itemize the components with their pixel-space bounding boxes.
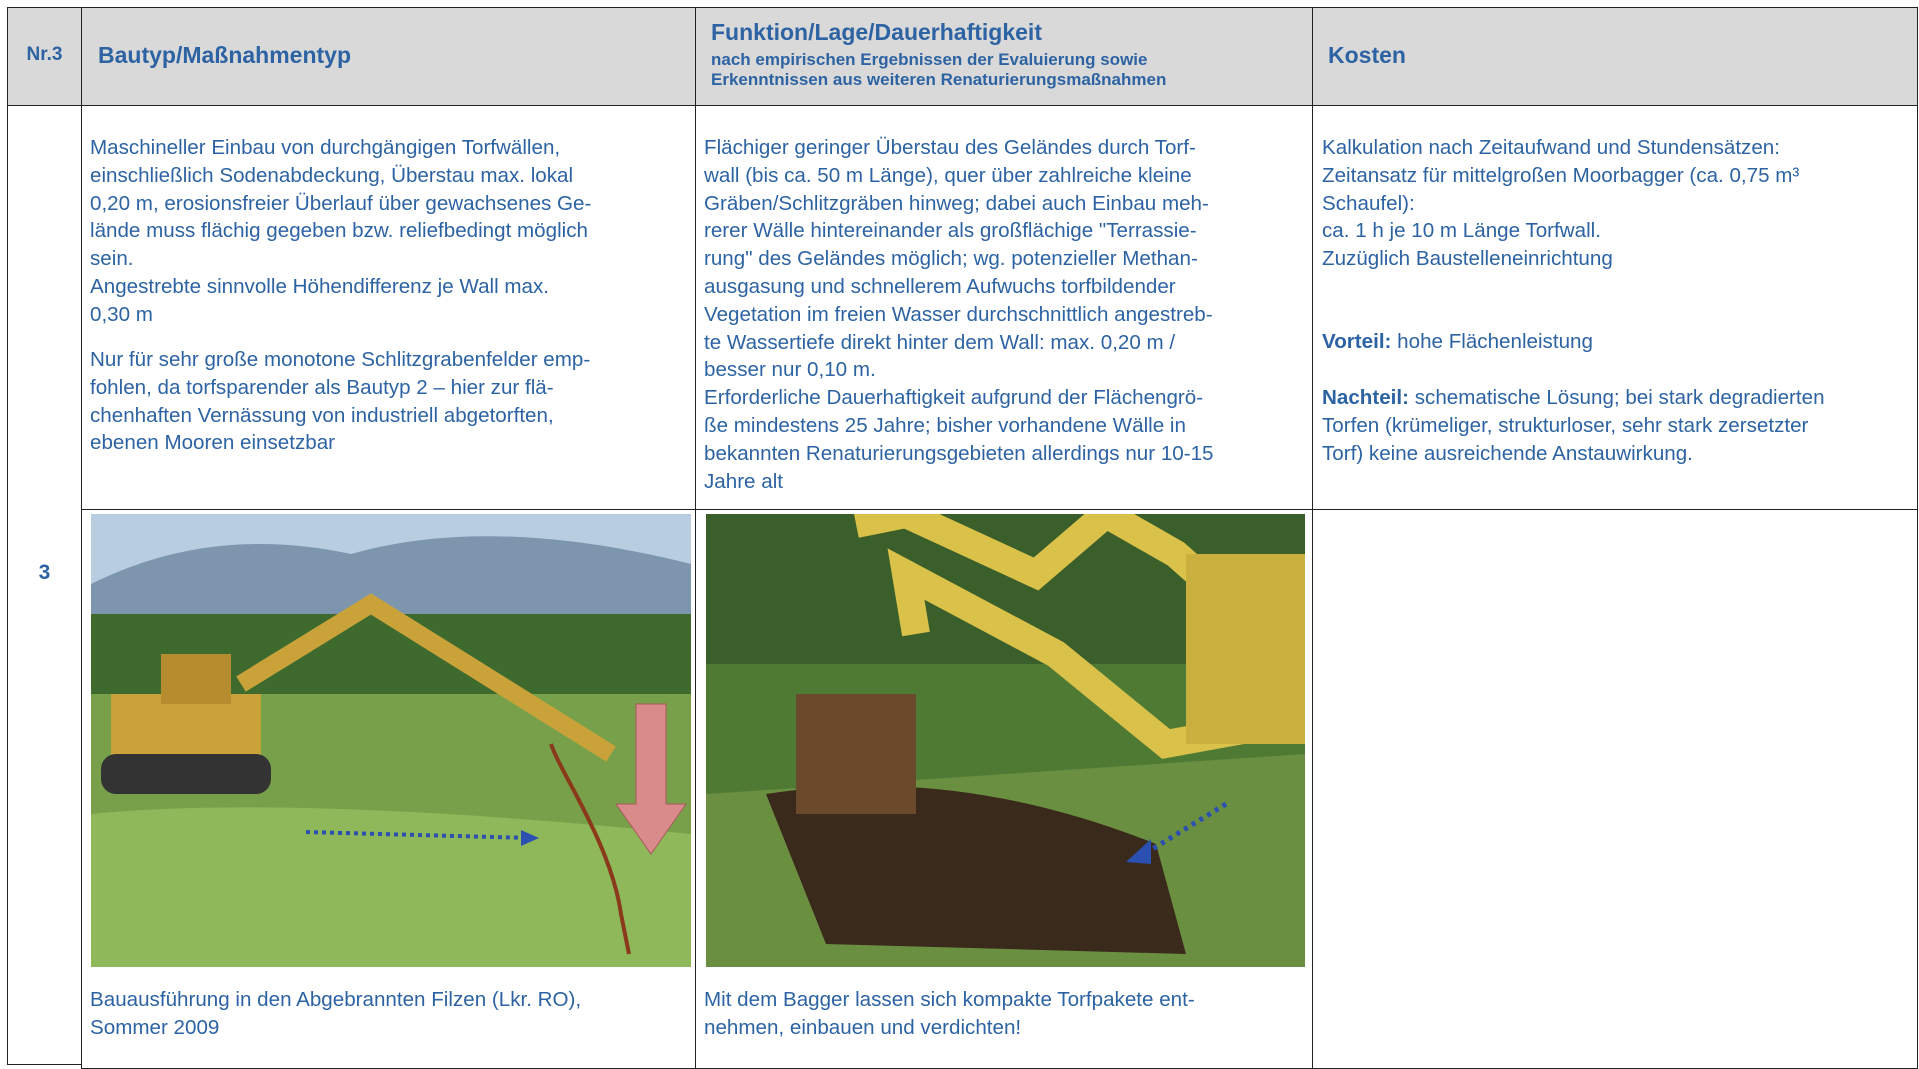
text-line: Angestrebte sinnvolle Höhendifferenz je …	[90, 275, 550, 298]
text-line: Vorteil: hohe Flächenleistung	[1322, 328, 1593, 356]
text-line: Jahre alt	[704, 469, 783, 493]
label: Nachteil:	[1322, 386, 1409, 409]
header-kosten: Kosten	[1328, 42, 1406, 68]
text-line: ausgasung und schnellerem Aufwuchs torfb…	[704, 275, 1176, 298]
text-line: wall (bis ca. 50 m Länge), quer über zah…	[704, 163, 1192, 187]
text-line: ca. 1 h je 10 m Länge Torfwall.	[1322, 219, 1601, 243]
text-line: ße mindestens 25 Jahre; bisher vorhanden…	[704, 414, 1186, 437]
text-line: lände muss flächig gegeben bzw. reliefbe…	[90, 219, 588, 243]
header-funktion: Funktion/Lage/Dauerhaftigkeit	[711, 19, 1042, 45]
header-nr: Nr.3	[26, 44, 63, 65]
text-line: Bauausführung in den Abgebrannten Filzen…	[90, 988, 582, 1011]
text-line: Zeitansatz für mittelgroßen Moorbagger (…	[1322, 163, 1800, 187]
label: Vorteil:	[1322, 330, 1392, 353]
text-line: Gräben/Schlitzgräben hinweg; dabei auch …	[704, 191, 1209, 215]
text-line: ebenen Mooren einsetzbar	[90, 431, 336, 455]
photo-excavator-bucket	[706, 514, 1305, 967]
header-row	[7, 7, 1918, 106]
text-line: einschließlich Sodenabdeckung, Überstau …	[90, 163, 574, 187]
text-line: rung" des Geländes möglich; wg. potenzie…	[704, 247, 1198, 271]
text-line: 0,20 m, erosionsfreier Überlauf über gew…	[90, 191, 592, 215]
text-line: Vegetation im freien Wasser durchschnitt…	[704, 302, 1213, 326]
text-line: chenhaften Vernässung von industriell ab…	[90, 403, 554, 427]
text: hohe Flächenleistung	[1397, 330, 1593, 353]
text-line: sein.	[90, 247, 134, 271]
text-line: Erforderliche Dauerhaftigkeit aufgrund d…	[704, 386, 1204, 410]
text-line: Torfen (krümeliger, strukturloser, sehr …	[1322, 413, 1809, 437]
text-line: fohlen, da torfsparender als Bautyp 2 – …	[90, 375, 554, 399]
text-line: Maschineller Einbau von durchgängigen To…	[90, 136, 561, 159]
cell	[1312, 509, 1918, 1069]
header-bautyp: Bautyp/Maßnahmentyp	[98, 42, 352, 68]
text-line: 0,30 m	[90, 302, 153, 326]
text-line: Flächiger geringer Überstau des Geländes…	[704, 136, 1196, 159]
text-line: te Wassertiefe direkt hinter dem Wall: m…	[704, 330, 1176, 354]
text-line: Sommer 2009	[90, 1015, 220, 1039]
text-line: bekannten Renaturierungsgebieten allerdi…	[704, 441, 1214, 465]
text-line: besser nur 0,10 m.	[704, 358, 876, 382]
text-line: Torf) keine ausreichende Anstauwirkung.	[1322, 441, 1693, 465]
text-line: Mit dem Bagger lassen sich kompakte Torf…	[704, 988, 1195, 1011]
text-line: Nur für sehr große monotone Schlitzgrabe…	[90, 348, 591, 371]
header-subtitle: Erkenntnissen aus weiteren Renaturierung…	[711, 70, 1167, 89]
photo-excavator-site	[91, 514, 691, 967]
text-line: rerer Wälle hintereinander als großfläch…	[704, 219, 1197, 243]
text-line: Schaufel):	[1322, 191, 1415, 215]
nr-cell	[7, 105, 82, 1065]
text-line: Zuzüglich Baustelleneinrichtung	[1322, 247, 1613, 271]
text-line: Kalkulation nach Zeitaufwand und Stunden…	[1322, 136, 1780, 159]
row-number: 3	[38, 561, 51, 584]
text-line: Nachteil: schematische Lösung; bei stark…	[1322, 384, 1825, 412]
header-subtitle: nach empirischen Ergebnissen der Evaluie…	[711, 50, 1148, 69]
text-line: nehmen, einbauen und verdichten!	[704, 1015, 1022, 1039]
text: schematische Lösung; bei stark degradier…	[1414, 386, 1825, 409]
